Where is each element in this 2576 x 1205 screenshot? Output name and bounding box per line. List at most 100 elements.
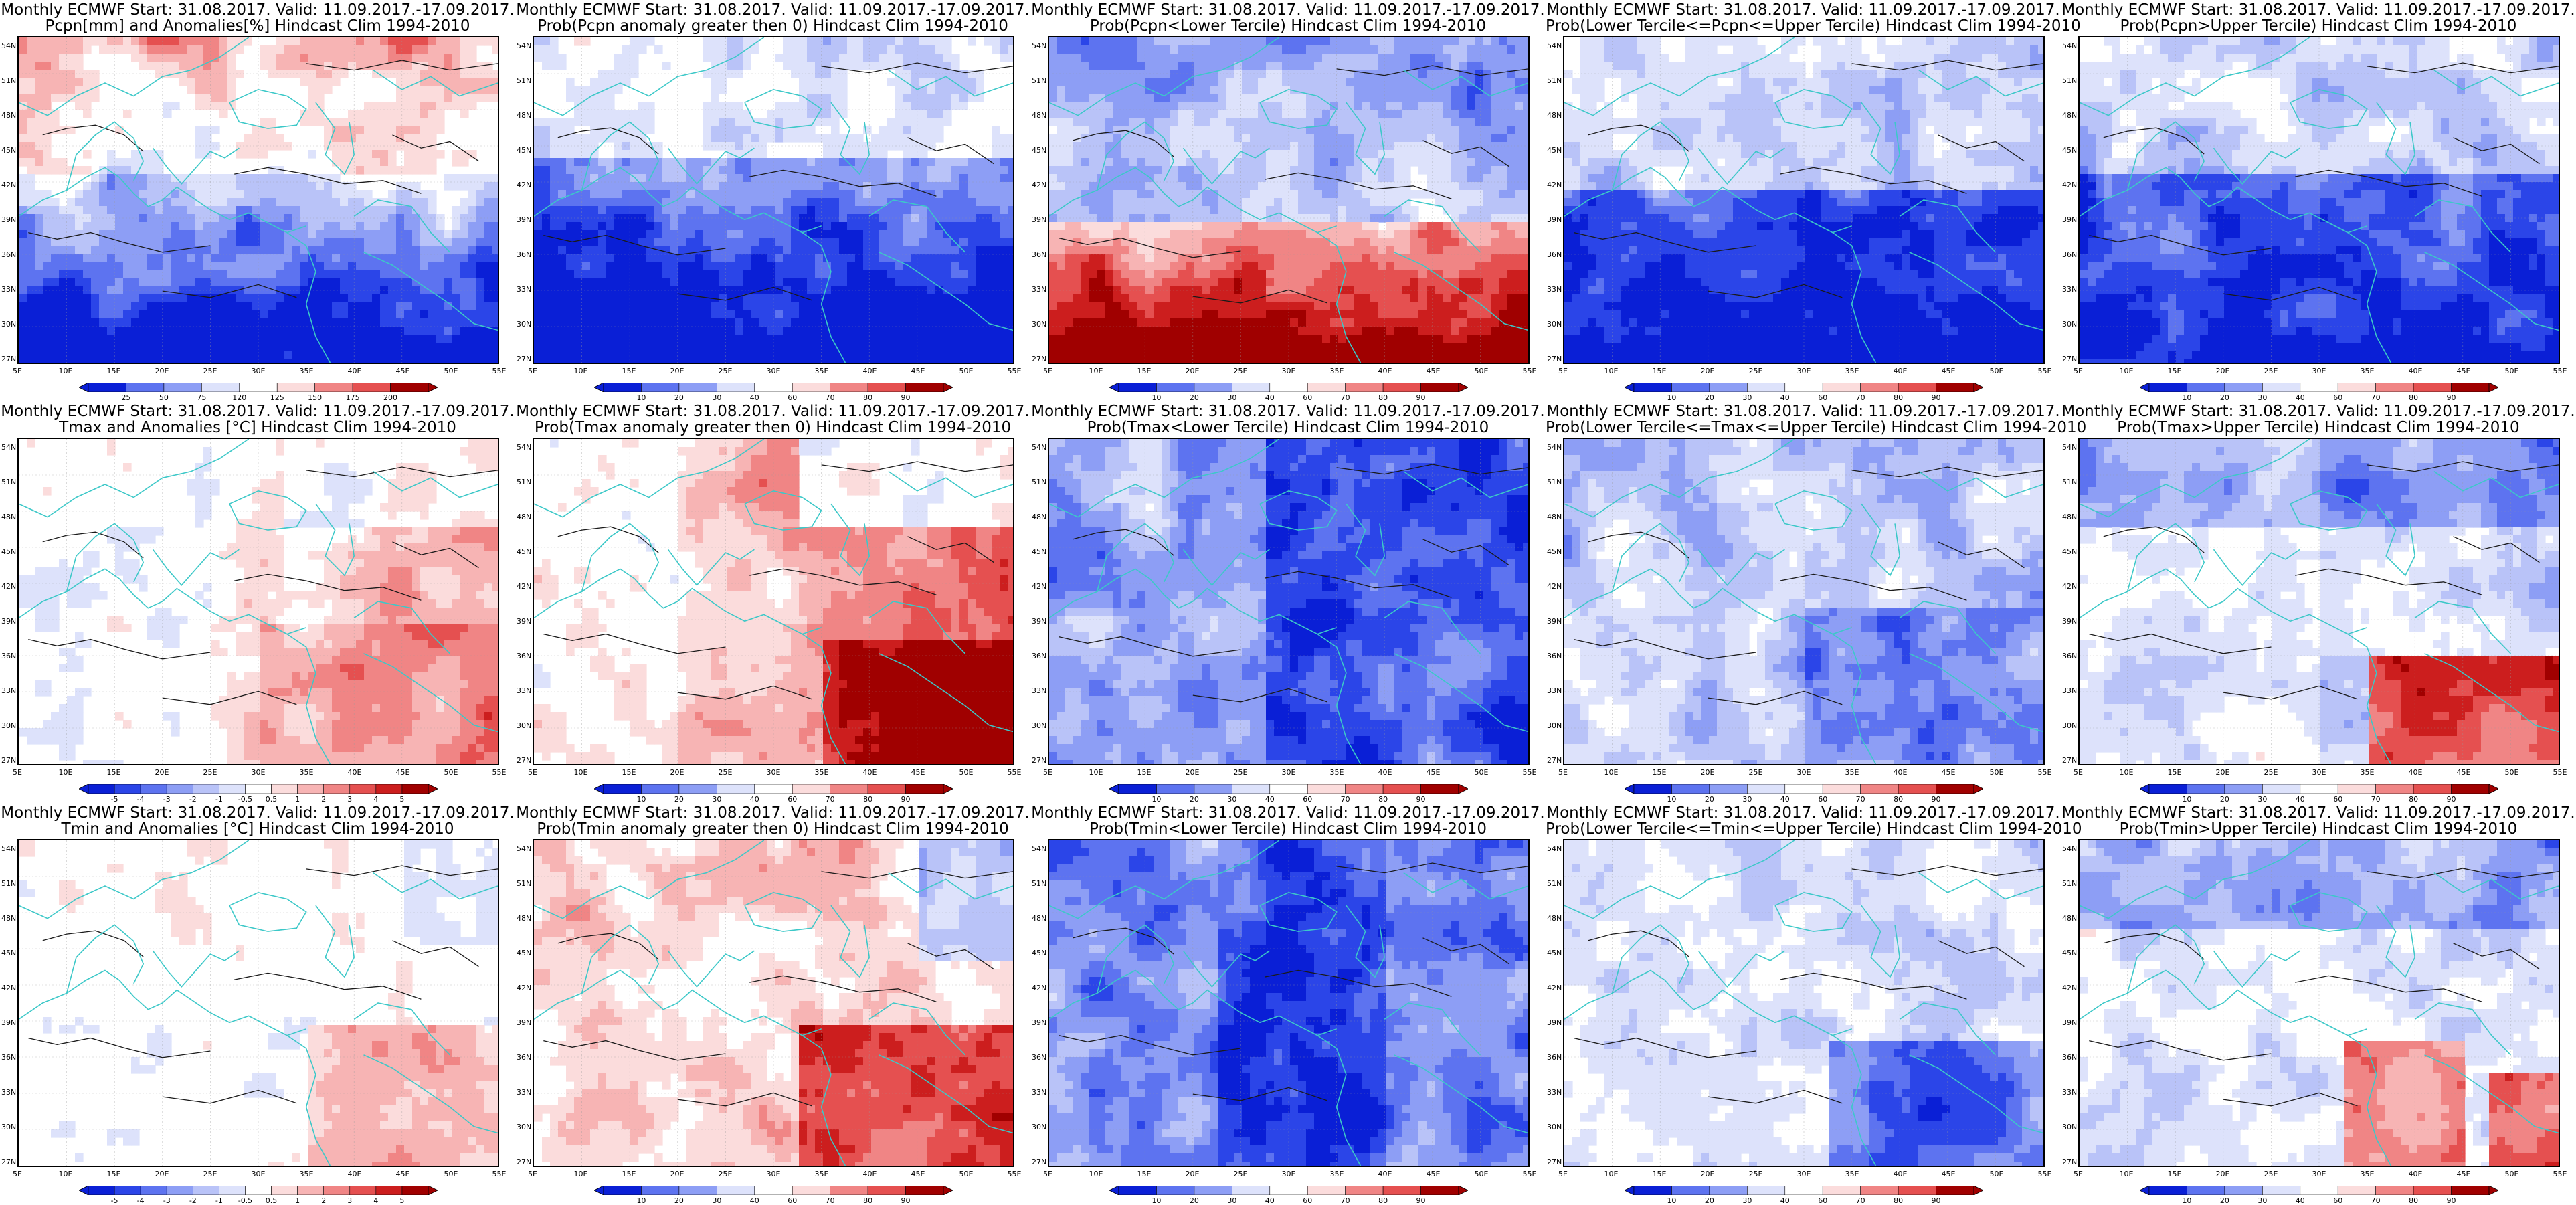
field-cell: [404, 318, 413, 327]
field-cell: [935, 327, 944, 335]
field-cell: [292, 294, 300, 303]
field-cell: [252, 254, 260, 263]
field-cell: [1435, 45, 1443, 54]
field-cell: [622, 142, 631, 151]
field-cell: [412, 94, 421, 102]
field-cell: [943, 118, 952, 126]
field-cell: [1000, 150, 1008, 159]
field-cell: [268, 174, 276, 183]
field-cell: [558, 335, 567, 343]
field-cell: [51, 343, 60, 351]
field-cell: [775, 206, 784, 215]
field-cell: [460, 238, 469, 247]
field-cell: [992, 254, 1000, 263]
field-cell: [847, 198, 856, 207]
field-cell: [203, 359, 212, 363]
field-cell: [388, 45, 397, 54]
field-cell: [1402, 37, 1411, 46]
field-cell: [268, 45, 276, 54]
field-cell: [1049, 54, 1058, 62]
field-cell: [420, 102, 429, 110]
field-cell: [372, 214, 381, 223]
field-cell: [1008, 134, 1013, 143]
field-cell: [654, 190, 663, 199]
field-cell: [348, 270, 357, 279]
field-cell: [452, 286, 461, 295]
field-cell: [147, 230, 156, 239]
field-cell: [51, 70, 60, 78]
field-cell: [476, 294, 485, 303]
field-cell: [460, 37, 469, 46]
field-cell: [895, 270, 904, 279]
field-cell: [783, 327, 792, 335]
field-cell: [139, 278, 148, 287]
field-cell: [695, 294, 703, 303]
field-cell: [968, 37, 976, 46]
field-cell: [919, 158, 928, 167]
field-cell: [35, 359, 43, 363]
field-cell: [1507, 94, 1515, 102]
field-cell: [847, 270, 856, 279]
field-cell: [492, 327, 498, 335]
field-cell: [743, 158, 751, 167]
field-cell: [388, 222, 397, 231]
field-cell: [831, 150, 840, 159]
field-cell: [83, 102, 92, 110]
field-cell: [227, 327, 236, 335]
field-cell: [823, 70, 832, 78]
field-cell: [943, 238, 952, 247]
field-cell: [99, 343, 108, 351]
field-cell: [807, 206, 816, 215]
field-cell: [534, 294, 543, 303]
field-cell: [476, 302, 485, 311]
field-cell: [1290, 37, 1299, 46]
field-cell: [614, 150, 623, 159]
field-cell: [831, 158, 840, 167]
field-cell: [91, 190, 100, 199]
field-cell: [27, 359, 35, 363]
field-cell: [1226, 126, 1234, 134]
field-cell: [638, 102, 647, 110]
field-cell: [1081, 118, 1090, 126]
field-cell: [1178, 102, 1186, 110]
field-cell: [1402, 110, 1411, 118]
field-cell: [1418, 86, 1427, 94]
field-cell: [695, 359, 703, 363]
field-cell: [388, 134, 397, 143]
field-cell: [951, 190, 960, 199]
field-cell: [203, 222, 212, 231]
field-cell: [903, 270, 912, 279]
field-cell: [791, 37, 800, 46]
field-cell: [1451, 110, 1459, 118]
field-cell: [51, 327, 60, 335]
field-cell: [847, 359, 856, 363]
field-cell: [927, 54, 936, 62]
field-cell: [1306, 78, 1315, 86]
field-cell: [436, 318, 445, 327]
field-cell: [372, 327, 381, 335]
field-cell: [1402, 126, 1411, 134]
field-cell: [260, 246, 268, 255]
field-cell: [823, 62, 832, 70]
field-cell: [452, 222, 461, 231]
field-cell: [268, 190, 276, 199]
field-cell: [452, 335, 461, 343]
field-cell: [847, 190, 856, 199]
field-cell: [1250, 134, 1259, 143]
field-cell: [468, 45, 477, 54]
field-cell: [99, 222, 108, 231]
field-cell: [468, 310, 477, 319]
field-cell: [590, 102, 599, 110]
field-cell: [195, 102, 204, 110]
field-cell: [420, 37, 429, 46]
field-cell: [879, 190, 888, 199]
field-cell: [468, 262, 477, 271]
field-cell: [1218, 102, 1226, 110]
field-cell: [863, 190, 872, 199]
field-cell: [420, 327, 429, 335]
field-cell: [1378, 86, 1387, 94]
field-cell: [727, 37, 735, 46]
field-cell: [83, 238, 92, 247]
field-cell: [799, 94, 808, 102]
lat-tick-label: 54N: [517, 41, 531, 50]
